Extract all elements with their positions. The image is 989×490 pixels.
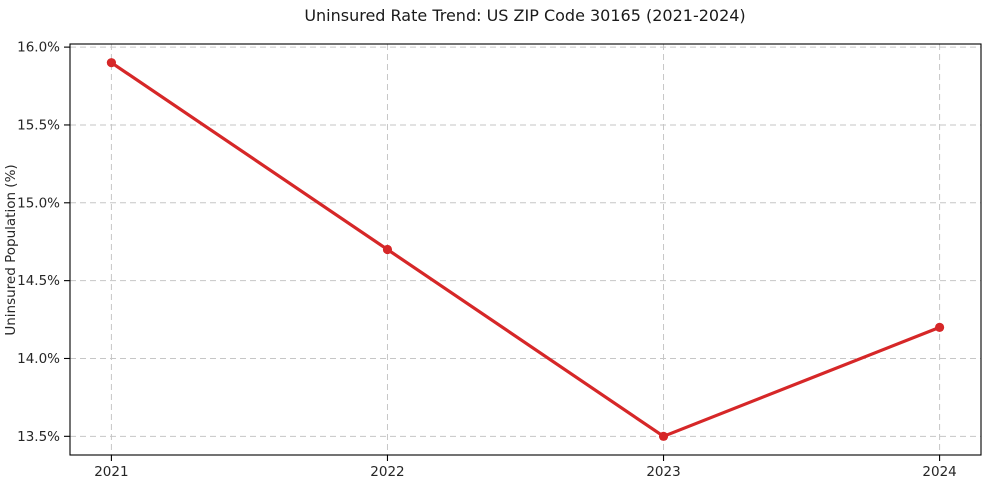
- y-axis-label: Uninsured Population (%): [3, 164, 19, 335]
- y-tick-label: 14.5%: [17, 273, 60, 289]
- y-tick-label: 15.0%: [17, 195, 60, 211]
- data-point: [382, 244, 393, 255]
- data-point: [106, 58, 117, 68]
- axes: 13.5% 14.0% 14.5% 15.0% 15.5% 16.0% 2021 2022 20…: [17, 40, 982, 480]
- chart-title: Uninsured Rate Trend: US ZIP Code 30165 …: [304, 6, 745, 25]
- x-tick-label: 2021: [94, 464, 128, 480]
- x-tick-label: 2024: [922, 464, 956, 480]
- y-tick-label: 15.5%: [17, 117, 60, 133]
- x-tick-label: 2022: [370, 464, 404, 480]
- y-tick-label: 16.0%: [17, 40, 60, 56]
- y-tick-label: 13.5%: [17, 429, 60, 445]
- gridlines: [70, 44, 981, 455]
- plot-border: [69, 43, 982, 456]
- data-point: [934, 322, 945, 332]
- x-tick-label: 2023: [646, 464, 680, 480]
- data-point: [658, 431, 669, 441]
- trend-line-series: [106, 58, 945, 441]
- y-tick-label: 14.0%: [17, 351, 60, 367]
- trend-line: [109, 61, 942, 438]
